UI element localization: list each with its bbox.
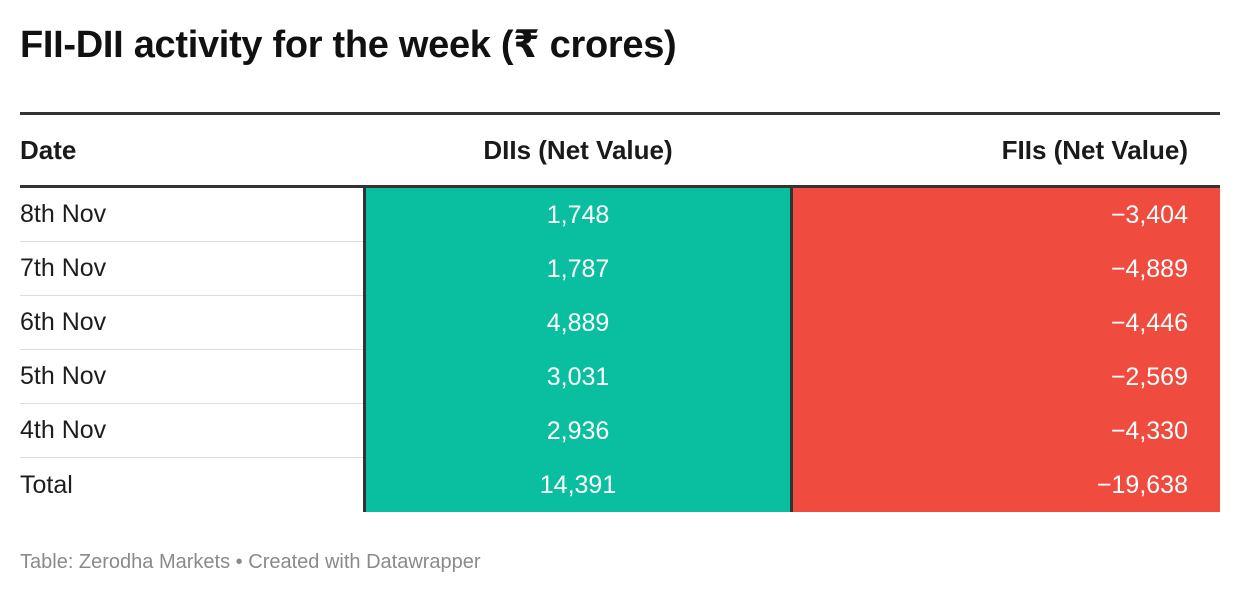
cell-fii-value: −2,569 [793,350,1220,404]
cell-date: 5th Nov [20,350,363,404]
fii-dii-table: Date DIIs (Net Value) FIIs (Net Value) 8… [20,112,1220,512]
credit-link[interactable]: Created with Datawrapper [248,551,481,573]
chart-title: FII-DII activity for the week (₹ crores) [20,24,677,66]
table-row: 8th Nov 1,748 −3,404 [20,188,1220,242]
column-header-fii[interactable]: FIIs (Net Value) [1001,134,1188,165]
cell-fii-value: −4,889 [793,242,1220,296]
table-row: 7th Nov 1,787 −4,889 [20,242,1220,296]
cell-dii-value: 1,748 [363,188,793,242]
cell-dii-value: 3,031 [363,350,793,404]
cell-fii-value: −19,638 [793,458,1220,512]
cell-dii-value: 14,391 [363,458,793,512]
cell-date: 8th Nov [20,188,363,242]
cell-fii-value: −4,446 [793,296,1220,350]
table-footer: Table: Zerodha Markets • Created with Da… [20,551,481,574]
cell-date: 7th Nov [20,242,363,296]
table-row: 4th Nov 2,936 −4,330 [20,404,1220,458]
cell-fii-value: −4,330 [793,404,1220,458]
table-row: 6th Nov 4,889 −4,446 [20,296,1220,350]
table-row: 5th Nov 3,031 −2,569 [20,350,1220,404]
table-body: 8th Nov 1,748 −3,404 7th Nov 1,787 −4,889 6th … [20,188,1220,512]
source-note: Table: Zerodha Markets [20,551,231,573]
cell-dii-value: 1,787 [363,242,793,296]
cell-dii-value: 4,889 [363,296,793,350]
cell-date: Total [20,470,73,499]
column-header-date[interactable]: Date [20,134,77,165]
table-header-row: Date DIIs (Net Value) FIIs (Net Value) [20,115,1220,188]
cell-date: 4th Nov [20,404,363,458]
cell-dii-value: 2,936 [363,404,793,458]
column-header-dii[interactable]: DIIs (Net Value) [483,134,673,165]
footer-separator: • [235,551,243,573]
cell-date: 6th Nov [20,296,363,350]
cell-fii-value: −3,404 [793,188,1220,242]
table-row: Total 14,391 −19,638 [20,458,1220,512]
